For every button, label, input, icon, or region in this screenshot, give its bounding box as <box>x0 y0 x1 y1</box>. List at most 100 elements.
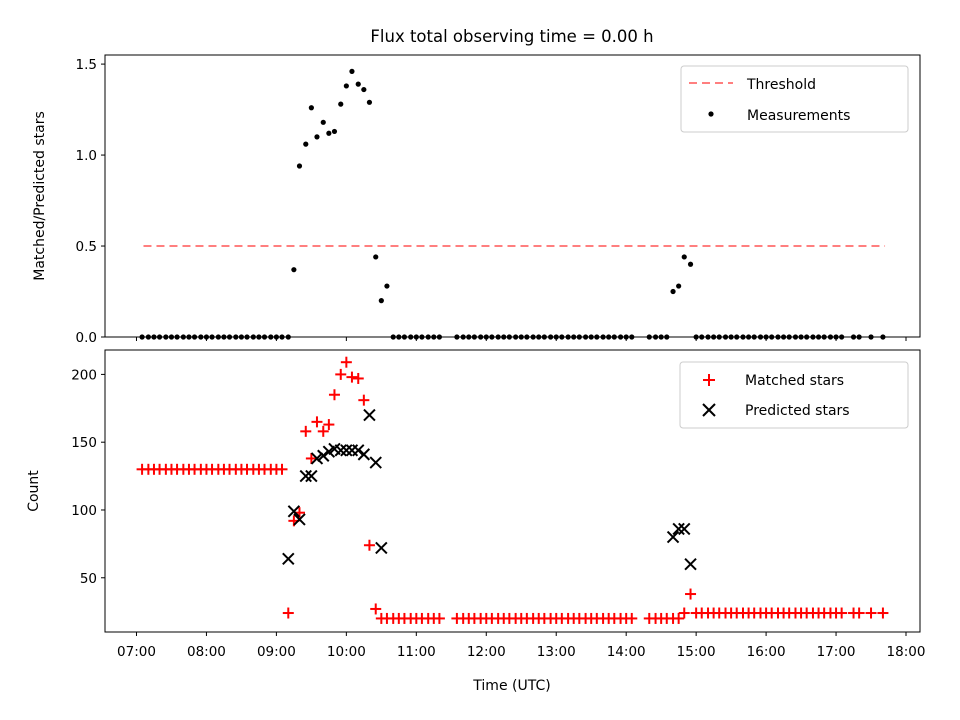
bottom-y-tick-label: 100 <box>71 503 97 519</box>
matched-point <box>282 607 294 619</box>
matched-point <box>317 425 329 437</box>
predicted-point <box>672 522 685 536</box>
chart-title: Flux total observing time = 0.00 h <box>370 27 653 46</box>
predicted-point <box>357 448 371 461</box>
matched-point <box>877 607 889 619</box>
x-tick-label: 16:00 <box>747 644 786 660</box>
bottom-x-ticks: 07:00 08:00 09:00 10:00 11:00 12:00 13:00 14:00… <box>117 632 925 660</box>
predicted-point <box>678 522 691 536</box>
matched-point <box>865 607 877 619</box>
matched-point <box>358 394 370 406</box>
measurement-point <box>308 105 314 111</box>
measurement-point <box>349 68 355 74</box>
predicted-point <box>369 456 382 469</box>
top-y-tick-label: 0.5 <box>76 239 97 255</box>
bottom-plot-frame <box>104 349 921 633</box>
predicted-point <box>282 552 295 565</box>
x-tick-label: 17:00 <box>817 644 856 660</box>
matched-points <box>136 356 889 624</box>
measurement-point <box>361 86 367 93</box>
matched-point <box>363 539 375 551</box>
matched-point <box>276 463 288 475</box>
top-panel: 0.0 0.5 1.0 1.5 Matched/Predicted stars Thr… <box>32 54 921 346</box>
x-axis-label: Time (UTC) <box>472 678 550 694</box>
bottom-legend: Matched stars Predicted stars <box>679 361 909 429</box>
predicted-point <box>363 408 376 422</box>
predicted-point <box>293 513 306 526</box>
legend-measurements-swatch <box>708 111 714 117</box>
measurement-point <box>355 81 361 87</box>
matched-point <box>678 607 690 619</box>
measurement-point <box>296 163 303 169</box>
measurement-point <box>384 283 390 289</box>
matched-point <box>433 612 445 624</box>
matched-point <box>352 372 364 384</box>
bottom-y-tick-label: 150 <box>71 435 97 451</box>
predicted-point <box>352 444 365 457</box>
predicted-point <box>317 449 330 462</box>
measurement-point <box>343 83 349 89</box>
measurement-point <box>676 283 682 289</box>
x-tick-label: 08:00 <box>187 644 226 660</box>
matched-point <box>323 419 335 431</box>
predicted-point <box>340 444 353 457</box>
x-tick-label: 14:00 <box>607 644 646 660</box>
bottom-y-tick-label: 200 <box>71 367 97 383</box>
measurement-point <box>378 298 384 304</box>
matched-point <box>370 603 382 615</box>
top-y-tick-label: 1.0 <box>76 148 97 164</box>
measurement-points <box>139 68 886 340</box>
x-tick-label: 12:00 <box>467 644 506 660</box>
predicted-point <box>375 541 388 555</box>
measurement-point <box>670 288 676 295</box>
top-plot-frame <box>104 54 921 338</box>
matched-point <box>340 356 352 368</box>
matched-point <box>626 612 638 624</box>
measurement-point <box>373 254 379 260</box>
legend-matched-label: Matched stars <box>745 373 844 389</box>
x-tick-label: 13:00 <box>537 644 576 660</box>
predicted-point <box>305 469 318 483</box>
x-tick-label: 11:00 <box>397 644 436 660</box>
measurement-point <box>314 134 320 140</box>
predicted-point <box>666 530 680 544</box>
predicted-point <box>299 469 312 483</box>
bottom-y-ticks: 50 100 150 200 <box>71 367 105 587</box>
measurement-point <box>366 99 373 105</box>
bottom-y-axis-label: Count <box>26 470 42 512</box>
x-tick-label: 15:00 <box>677 644 716 660</box>
predicted-point <box>334 444 347 457</box>
measurement-point <box>303 141 309 147</box>
measurement-point <box>291 267 297 273</box>
legend-predicted-label: Predicted stars <box>745 403 850 419</box>
predicted-points <box>282 408 697 571</box>
matched-point <box>305 452 317 464</box>
measurement-point <box>681 254 687 260</box>
top-y-tick-label: 0.0 <box>76 330 97 346</box>
x-tick-label: 18:00 <box>887 644 926 660</box>
matched-point <box>328 389 340 401</box>
matched-point <box>311 416 323 428</box>
legend-predicted-swatch <box>702 403 716 417</box>
x-tick-label: 07:00 <box>117 644 156 660</box>
predicted-point <box>310 452 324 465</box>
predicted-point <box>684 558 697 571</box>
bottom-y-tick-label: 50 <box>80 571 97 587</box>
top-y-tick-label: 1.5 <box>76 57 97 73</box>
x-tick-label: 10:00 <box>327 644 366 660</box>
matched-point <box>836 607 848 619</box>
matched-point <box>673 612 685 624</box>
bottom-legend-box <box>679 361 909 429</box>
measurement-point <box>320 119 326 125</box>
x-tick-label: 09:00 <box>257 644 296 660</box>
top-y-axis-label: Matched/Predicted stars <box>32 111 48 281</box>
matched-point <box>300 425 312 437</box>
matched-point <box>346 371 358 383</box>
legend-threshold-label: Threshold <box>746 77 816 93</box>
measurement-point <box>687 261 694 267</box>
matched-point <box>853 607 865 619</box>
top-legend: Threshold Measurements <box>680 65 909 133</box>
matched-point <box>335 368 347 380</box>
bottom-panel: 50 100 150 200 07:00 08:00 09:00 10:00 11:00 12:… <box>26 349 925 694</box>
